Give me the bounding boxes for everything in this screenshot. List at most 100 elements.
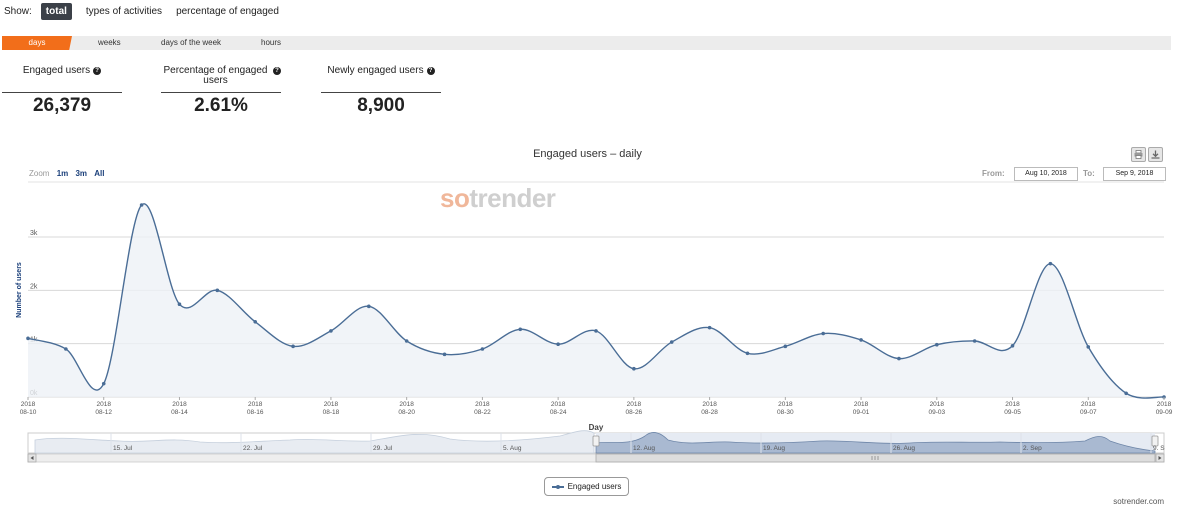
divider [161, 92, 281, 93]
tab-days[interactable]: days [2, 36, 72, 50]
tab-hours[interactable]: hours [261, 38, 282, 47]
to-label: To: [1083, 169, 1095, 178]
navigator-date-label: 26. Aug [893, 445, 915, 452]
y-axis-title: Number of users [16, 262, 23, 318]
data-point[interactable] [367, 304, 371, 309]
help-icon[interactable]: ? [273, 67, 281, 75]
data-point[interactable] [897, 356, 901, 361]
data-point[interactable] [972, 339, 977, 343]
data-point[interactable] [745, 351, 750, 356]
zoom-controls: Zoom 1m 3m All [29, 169, 105, 178]
x-tick-label: 2018 08-30 [777, 401, 794, 416]
from-label: From: [982, 169, 1005, 178]
scrollbar-thumb[interactable] [595, 453, 1156, 463]
help-icon[interactable]: ? [426, 67, 435, 75]
data-point[interactable] [859, 338, 863, 342]
printer-icon[interactable] [1131, 147, 1146, 162]
data-point[interactable] [177, 302, 182, 307]
x-tick-label: 2018 09-03 [928, 401, 945, 416]
navigator-date-label: 22. Jul [243, 445, 263, 452]
stat-title: Percentage of engaged users [163, 65, 268, 86]
scroll-left-arrow-icon [30, 456, 34, 460]
y-tick-label: 3k [30, 230, 38, 237]
y-tick-label: 2k [30, 283, 38, 290]
navigator-left-handle[interactable] [592, 435, 600, 447]
x-tick-label: 2018 08-26 [626, 401, 643, 416]
from-date-input[interactable]: Aug 10, 2018 [1014, 167, 1078, 181]
show-selector: Show: total types of activities percenta… [4, 2, 293, 20]
x-axis-title: Day [589, 423, 604, 432]
legend-label: Engaged users [567, 482, 622, 491]
x-tick-label: 2018 08-24 [550, 401, 567, 416]
tab-days-of-the-week[interactable]: days of the week [161, 38, 222, 47]
data-point[interactable] [404, 339, 409, 343]
data-point[interactable] [1010, 344, 1015, 348]
sotrender-watermark: sotrender [440, 183, 556, 214]
navigator-right-handle[interactable] [1151, 435, 1159, 447]
data-point[interactable] [480, 347, 485, 351]
zoom-1m-button[interactable]: 1m [56, 169, 69, 178]
show-option-types-of-activities[interactable]: types of activities [85, 5, 163, 17]
data-point[interactable] [215, 288, 220, 293]
stat-engaged-users: Engaged users? 26,379 [2, 66, 122, 117]
navigator-date-label: 12. Aug [633, 445, 655, 452]
x-tick-label: 2018 08-10 [20, 401, 37, 416]
divider [2, 92, 122, 93]
x-tick-label: 2018 09-05 [1004, 401, 1021, 416]
data-point[interactable] [1048, 261, 1053, 266]
show-option-total[interactable]: total [40, 2, 72, 20]
data-point[interactable] [1124, 391, 1128, 396]
data-point[interactable] [594, 329, 598, 333]
data-point[interactable] [518, 327, 523, 332]
stat-value: 8,900 [357, 95, 405, 116]
zoom-3m-button[interactable]: 3m [75, 169, 88, 178]
data-point[interactable] [139, 203, 144, 207]
chart-title: Engaged users – daily [533, 148, 642, 160]
data-point[interactable] [556, 342, 560, 347]
navigator-date-label: 29. Jul [373, 445, 393, 452]
navigator-date-label: 15. Jul [113, 445, 133, 452]
navigator-date-label: 5. Aug [503, 445, 522, 452]
data-point[interactable] [783, 344, 788, 349]
data-point[interactable] [26, 336, 30, 341]
x-tick-label: 2018 08-14 [171, 401, 188, 416]
show-option-percentage-of-engaged[interactable]: percentage of engaged [176, 5, 279, 17]
x-tick-label: 2018 08-18 [323, 401, 340, 416]
data-point[interactable] [253, 320, 257, 324]
credit-link[interactable]: sotrender.com [1113, 497, 1164, 506]
download-icon[interactable] [1148, 147, 1163, 162]
stat-value: 2.61% [194, 95, 248, 116]
data-point[interactable] [669, 340, 674, 344]
zoom-all-button[interactable]: All [94, 169, 105, 178]
help-icon[interactable]: ? [93, 67, 102, 75]
show-label: Show: [4, 5, 32, 17]
data-point[interactable] [707, 325, 712, 330]
tab-weeks[interactable]: weeks [98, 38, 121, 47]
data-point[interactable] [1086, 345, 1091, 349]
x-tick-label: 2018 08-16 [247, 401, 264, 416]
stat-value: 26,379 [32, 95, 92, 116]
period-tabs: days weeks days of the week hours [2, 36, 1171, 50]
divider [321, 92, 441, 93]
to-date-input[interactable]: Sep 9, 2018 [1103, 167, 1166, 181]
data-point[interactable] [329, 329, 333, 333]
x-tick-label: 2018 08-28 [701, 401, 718, 416]
navigator-date-label: 19. Aug [763, 445, 785, 452]
data-point[interactable] [64, 347, 68, 351]
data-point[interactable] [442, 352, 447, 357]
data-point[interactable] [821, 331, 825, 336]
data-point[interactable] [935, 342, 939, 347]
watermark-so: so [440, 183, 470, 213]
stat-title: Newly engaged users [327, 65, 424, 76]
data-point[interactable] [101, 381, 106, 386]
data-point[interactable] [632, 366, 636, 371]
navigator-date-label: 2. Sep [1023, 445, 1042, 452]
x-tick-label: 2018 09-07 [1080, 401, 1097, 416]
series-area [28, 203, 1164, 399]
x-tick-label: 2018 08-20 [398, 401, 415, 416]
navigator-history-area [34, 430, 595, 454]
legend-item-engaged-users[interactable]: Engaged users [544, 477, 629, 496]
data-point[interactable] [291, 344, 295, 349]
navigator-series-area [595, 432, 1156, 454]
